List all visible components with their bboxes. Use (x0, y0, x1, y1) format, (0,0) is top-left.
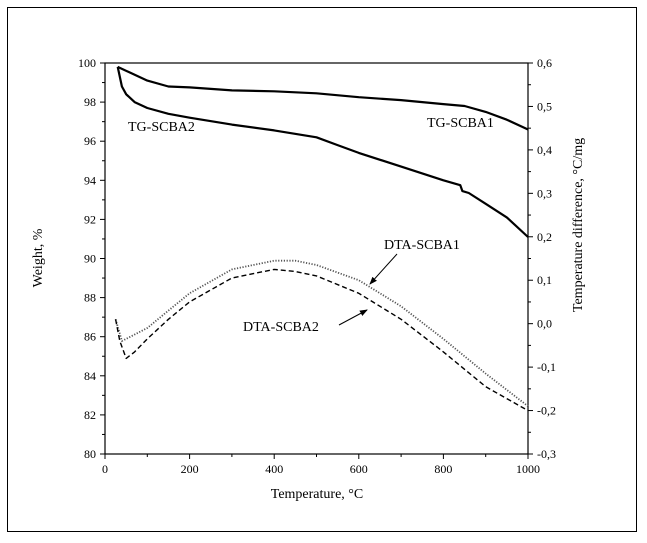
left-y-tick-label: 100 (78, 56, 96, 70)
right-y-tick-label: 0,0 (537, 317, 552, 331)
dta-scba2-label: DTA-SCBA2 (243, 320, 319, 335)
right-y-axis: -0,3 -0,2 -0,1 0,0 0,1 0,2 0,3 0,4 0,5 0,6 (528, 56, 556, 461)
x-tick-label: 600 (350, 462, 368, 476)
x-axis-title: Temperature, °C (271, 487, 363, 502)
x-tick-label: 800 (434, 462, 452, 476)
right-y-tick-label: 0,5 (537, 99, 552, 113)
left-y-tick-label: 98 (84, 95, 96, 109)
x-tick-label: 1000 (516, 462, 540, 476)
left-y-tick-label: 88 (84, 291, 96, 305)
x-tick-label: 200 (181, 462, 199, 476)
left-y-tick-label: 90 (84, 252, 96, 266)
left-y-axis: 80 82 84 86 88 90 92 94 96 98 100 (78, 56, 105, 461)
right-y-tick-label: -0,2 (537, 404, 556, 418)
left-y-tick-label: 94 (84, 173, 96, 187)
right-y-axis-title: Temperature difference, °C/mg (571, 138, 586, 312)
dta-scba1-label: DTA-SCBA1 (384, 238, 460, 253)
right-y-tick-label: 0,3 (537, 186, 552, 200)
left-y-tick-label: 86 (84, 330, 96, 344)
series-tg-scba2-line (116, 66, 529, 238)
right-y-tick-label: 0,4 (537, 143, 552, 157)
series-tg-scba1-line (117, 65, 529, 131)
x-axis: 0 200 400 600 800 1000 (102, 454, 540, 476)
left-y-tick-label: 84 (84, 369, 96, 383)
left-y-tick-label: 92 (84, 212, 96, 226)
left-y-tick-label: 82 (84, 408, 96, 422)
left-y-tick-label: 80 (84, 447, 96, 461)
series-layer (114, 65, 529, 412)
dta-scba2-arrow (338, 309, 368, 326)
x-tick-label: 0 (102, 462, 108, 476)
dta-scba1-arrow (369, 253, 398, 285)
series-dta-scba1-line (114, 259, 529, 407)
left-y-tick-label: 96 (84, 134, 96, 148)
right-y-tick-label: 0,6 (537, 56, 552, 70)
tg-scba2-label: TG-SCBA2 (128, 120, 195, 135)
series-dta-scba2-line (114, 268, 529, 412)
right-y-tick-label: -0,1 (537, 360, 556, 374)
tg-scba1-label: TG-SCBA1 (427, 116, 494, 131)
right-y-tick-label: 0,2 (537, 230, 552, 244)
left-y-axis-title: Weight, % (31, 228, 46, 287)
x-tick-label: 400 (265, 462, 283, 476)
right-y-tick-label: -0,3 (537, 447, 556, 461)
right-y-tick-label: 0,1 (537, 273, 552, 287)
